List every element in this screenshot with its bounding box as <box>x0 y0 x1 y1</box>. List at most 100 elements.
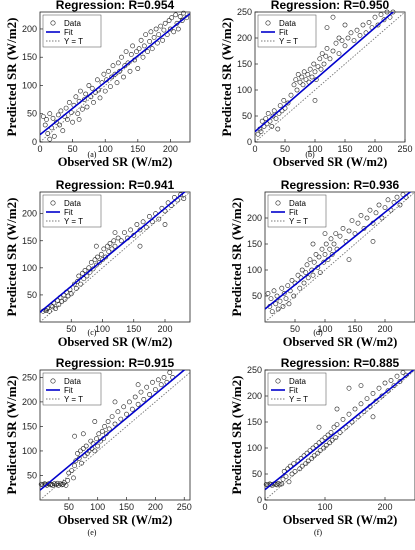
data-point <box>50 115 56 121</box>
data-point <box>274 482 280 488</box>
y-tick-label: 0 <box>247 137 252 147</box>
data-point <box>376 385 382 391</box>
regression-panel: Regression: R=0.954 0 50 100 150 200 0 50 100 150… <box>4 0 191 169</box>
y-tick-label: 200 <box>247 391 262 401</box>
data-point <box>123 49 129 54</box>
y-tick-label: 0 <box>32 137 37 147</box>
data-point <box>370 390 376 396</box>
data-point <box>58 108 64 114</box>
data-point <box>150 219 155 225</box>
data-point <box>102 423 107 429</box>
y-tick-label: 150 <box>22 236 37 246</box>
y-tick-label: 0 <box>257 495 262 505</box>
legend-label: Data <box>64 199 81 208</box>
data-point <box>95 254 100 260</box>
data-point <box>333 40 339 46</box>
data-point <box>385 197 391 203</box>
data-point <box>147 392 152 397</box>
data-point <box>143 32 149 37</box>
x-axis-label: Observed SR (W/m2) <box>58 155 173 169</box>
data-point <box>310 241 316 247</box>
data-point <box>322 251 328 257</box>
legend-label: Fit <box>64 208 74 217</box>
data-point <box>331 424 337 430</box>
data-point <box>60 128 66 134</box>
data-point <box>349 218 355 223</box>
data-point <box>177 14 183 19</box>
regression-panel: Regression: R=0.936 50 100 150 200 50 100 150 20… <box>229 178 415 349</box>
x-tick-label: 200 <box>157 324 172 334</box>
data-point <box>112 421 118 427</box>
data-point <box>121 404 127 410</box>
data-point <box>370 414 376 420</box>
data-point <box>56 302 62 308</box>
legend-label: Y = T <box>289 217 308 226</box>
data-point <box>352 406 358 412</box>
data-point <box>323 53 329 59</box>
data-point <box>331 241 337 247</box>
data-point <box>114 80 120 86</box>
data-point <box>42 122 48 128</box>
data-point <box>73 285 79 291</box>
data-point <box>300 82 306 88</box>
data-point <box>400 370 406 375</box>
data-point <box>62 296 68 302</box>
data-point <box>294 87 300 93</box>
data-point <box>273 116 279 121</box>
data-point <box>283 474 289 479</box>
x-tick-label: 150 <box>119 502 134 512</box>
data-point <box>75 450 80 456</box>
data-point <box>96 431 102 437</box>
data-point <box>322 435 328 440</box>
data-point <box>126 399 132 405</box>
data-point <box>112 230 118 235</box>
y-tick-label: 50 <box>252 291 262 301</box>
data-point <box>330 48 336 54</box>
data-point <box>346 228 352 234</box>
y-tick-label: 100 <box>22 80 37 90</box>
data-point <box>150 379 155 385</box>
data-point <box>354 27 360 33</box>
identity-line <box>40 192 190 322</box>
data-point <box>76 273 82 279</box>
y-tick-label: 50 <box>27 109 37 119</box>
data-point <box>346 385 352 391</box>
data-point <box>274 293 280 299</box>
data-point <box>346 411 352 417</box>
data-point <box>333 435 339 440</box>
data-point <box>181 10 186 16</box>
data-point <box>340 225 346 231</box>
data-point <box>265 111 271 116</box>
legend-box <box>42 194 102 228</box>
data-point <box>390 9 396 15</box>
data-point <box>40 114 46 119</box>
data-point <box>285 283 291 288</box>
data-point <box>82 268 88 273</box>
data-point <box>271 108 277 114</box>
data-point <box>66 470 72 476</box>
data-point <box>336 35 342 41</box>
data-point <box>305 72 311 77</box>
data-point <box>273 301 279 307</box>
data-point <box>367 207 373 213</box>
x-tick-label: 100 <box>95 324 110 334</box>
data-point <box>292 468 298 474</box>
data-point <box>311 61 317 67</box>
data-point <box>153 26 159 32</box>
legend-data-marker <box>50 378 56 384</box>
data-point <box>397 202 403 208</box>
legend-label: Fit <box>64 28 74 37</box>
legend-label: Fit <box>64 386 74 395</box>
y-axis-label: Predicted SR (W/m2) <box>219 18 234 137</box>
data-point <box>317 270 323 275</box>
data-point <box>169 15 175 21</box>
data-point <box>88 259 94 265</box>
panel-subcaption: (c) <box>88 328 97 337</box>
data-point <box>75 111 81 117</box>
data-point <box>63 482 69 488</box>
data-point <box>280 303 286 309</box>
data-point <box>128 52 134 57</box>
data-point <box>311 259 317 265</box>
data-point <box>100 257 105 263</box>
